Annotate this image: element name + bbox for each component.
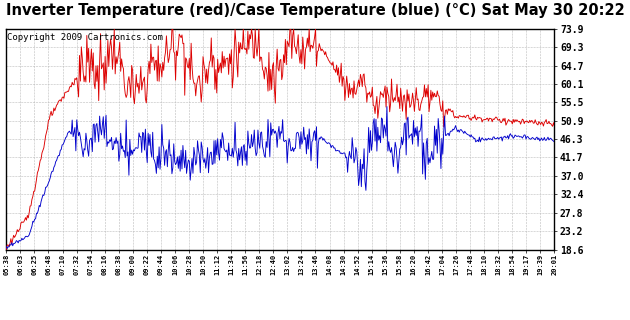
Text: Inverter Temperature (red)/Case Temperature (blue) (°C) Sat May 30 20:22: Inverter Temperature (red)/Case Temperat… [6, 3, 624, 18]
Text: Copyright 2009 Cartronics.com: Copyright 2009 Cartronics.com [8, 33, 163, 42]
